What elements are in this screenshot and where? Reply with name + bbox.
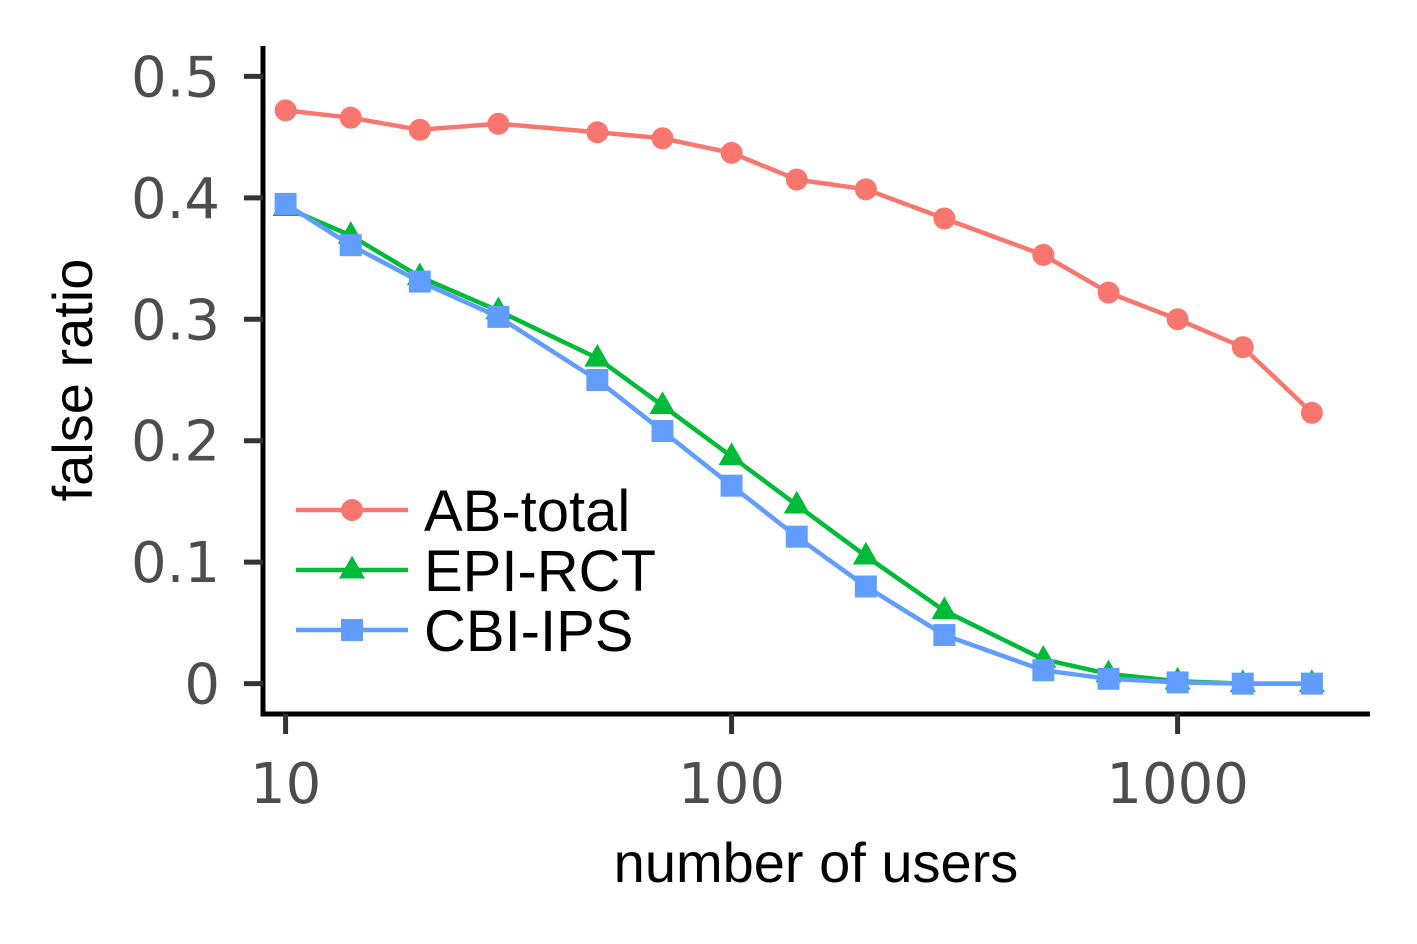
legend-label: AB-total xyxy=(424,479,630,544)
data-point xyxy=(651,420,674,443)
data-point xyxy=(931,596,958,620)
y-tick-label: 0.3 xyxy=(131,288,220,353)
data-point xyxy=(718,442,745,465)
data-point xyxy=(785,168,808,191)
data-point xyxy=(584,343,611,367)
data-point xyxy=(586,369,609,391)
x-ticks: 10 100 1000 xyxy=(250,714,1249,817)
data-point xyxy=(1231,672,1254,695)
legend-marker xyxy=(341,619,363,641)
data-point xyxy=(339,234,362,257)
legend-label: EPI-RCT xyxy=(424,539,656,604)
data-point xyxy=(1231,336,1254,359)
data-point xyxy=(933,624,956,647)
data-point xyxy=(1166,671,1189,694)
data-point xyxy=(720,474,743,497)
data-point xyxy=(852,541,879,565)
data-point xyxy=(586,121,609,144)
y-ticks: 0 0.1 0.2 0.3 0.4 0.5 xyxy=(131,45,263,718)
y-tick-label: 0.5 xyxy=(131,45,220,110)
data-point xyxy=(487,112,510,135)
axes xyxy=(260,46,1370,717)
data-point xyxy=(783,490,810,514)
data-point xyxy=(649,391,676,414)
data-point xyxy=(785,525,808,548)
data-point xyxy=(854,575,877,598)
series-ab-total xyxy=(274,99,1323,424)
data-point xyxy=(1097,667,1120,690)
y-tick-label: 0 xyxy=(184,653,220,718)
legend-item: CBI-IPS xyxy=(296,599,634,664)
data-point xyxy=(339,106,362,129)
data-point xyxy=(408,270,431,293)
data-point xyxy=(487,305,510,328)
legend-label: CBI-IPS xyxy=(424,599,634,664)
series-line xyxy=(283,108,1315,416)
y-axis-title: false ratio xyxy=(41,259,104,502)
data-point xyxy=(1166,308,1189,331)
data-point xyxy=(933,207,956,230)
data-point xyxy=(274,99,297,122)
series-layer xyxy=(272,99,1325,695)
x-tick-label: 100 xyxy=(678,752,785,817)
data-point xyxy=(1097,281,1120,304)
data-point xyxy=(1300,672,1323,695)
data-point xyxy=(651,127,674,150)
legend-item: AB-total xyxy=(296,479,630,544)
y-tick-label: 0.2 xyxy=(131,410,220,475)
x-tick-label: 1000 xyxy=(1106,752,1249,817)
y-tick-label: 0.4 xyxy=(131,167,220,232)
legend-marker xyxy=(339,555,365,579)
legend-marker xyxy=(341,499,363,521)
data-point xyxy=(1300,401,1323,424)
x-axis-title: number of users xyxy=(614,831,1019,894)
legend-item: EPI-RCT xyxy=(296,539,656,604)
y-tick-label: 0.1 xyxy=(131,531,220,596)
data-point xyxy=(408,118,431,141)
data-point xyxy=(854,178,877,201)
data-point xyxy=(274,192,297,215)
x-tick-label: 10 xyxy=(250,752,321,817)
data-point xyxy=(1032,659,1055,682)
data-point xyxy=(1032,243,1055,266)
series-cbi-ips xyxy=(274,192,1323,695)
data-point xyxy=(720,141,743,164)
